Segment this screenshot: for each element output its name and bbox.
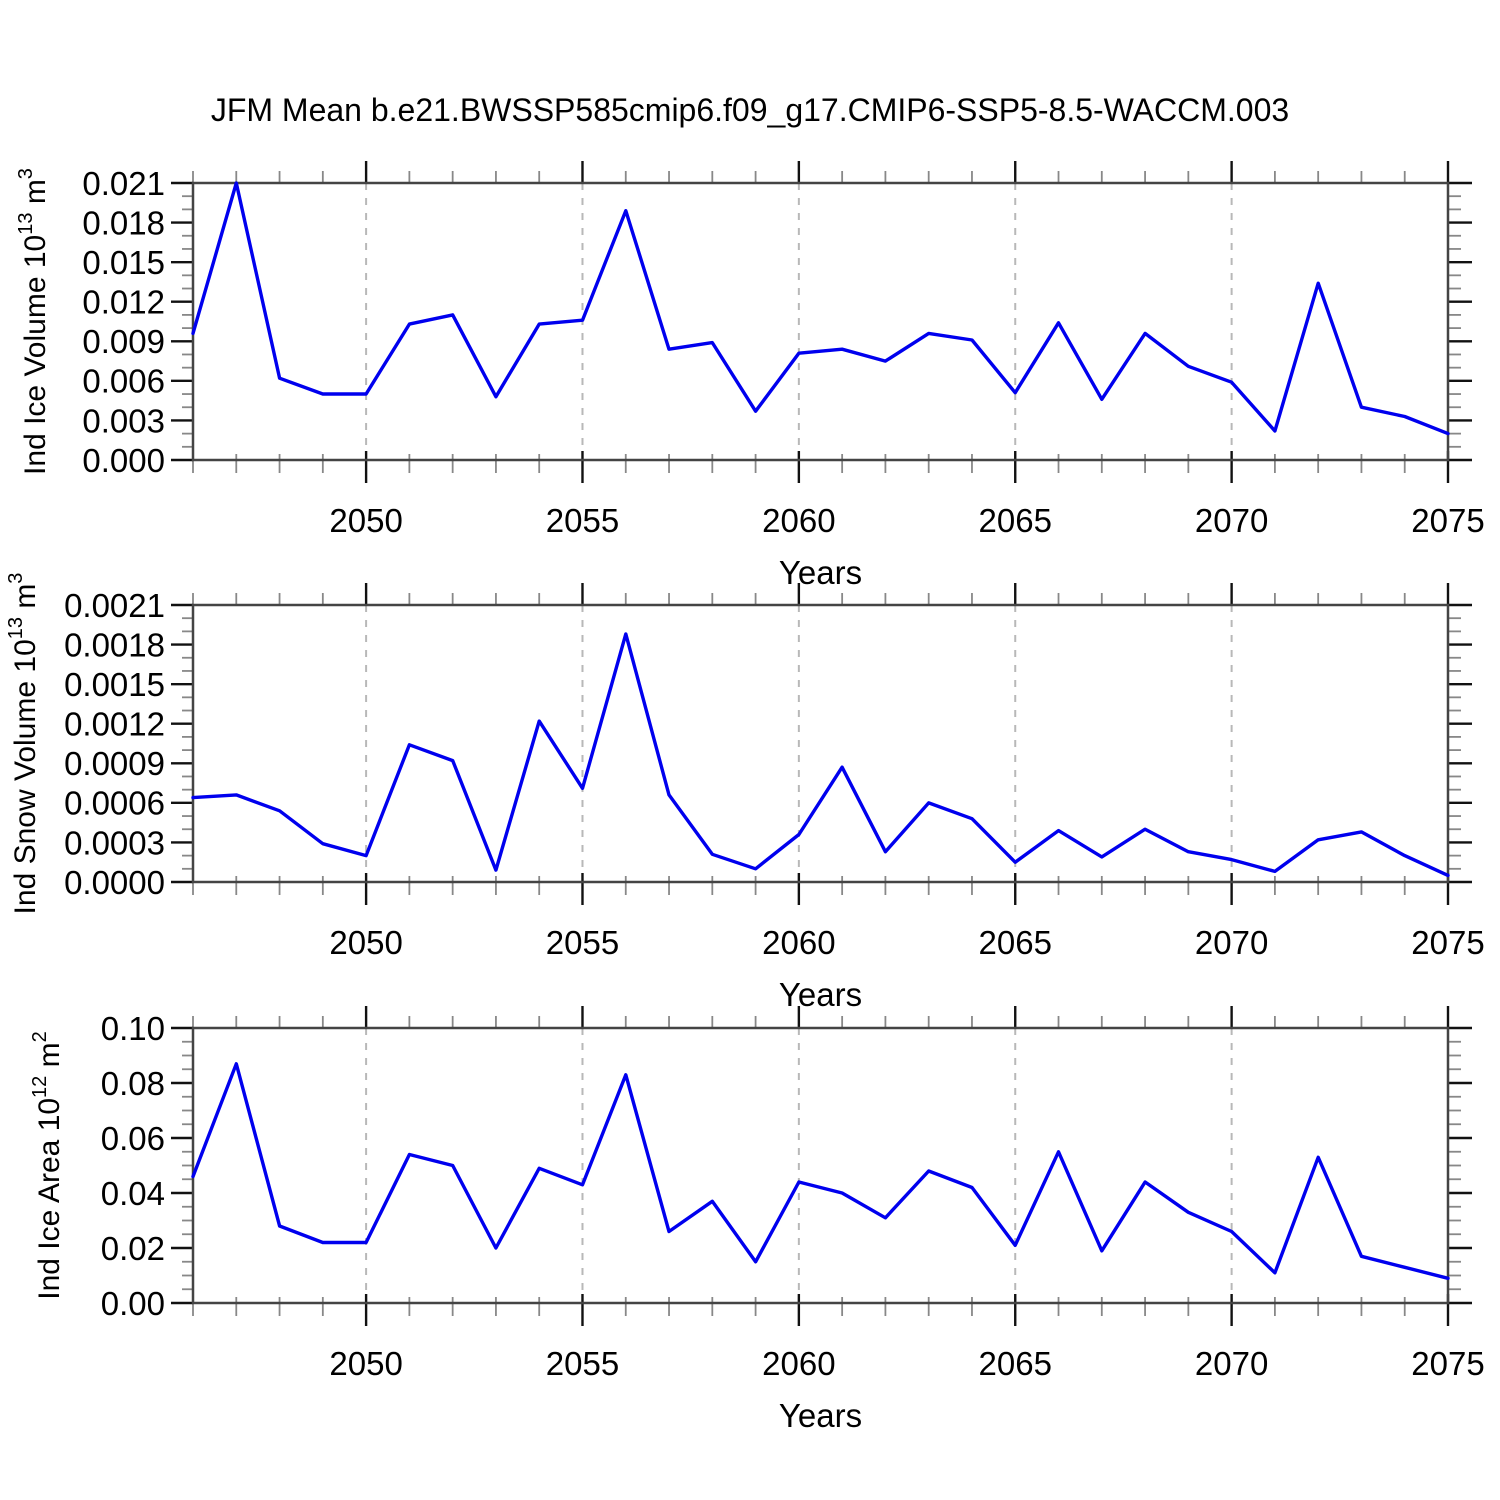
snow-volume-line (191, 632, 1450, 878)
ice-volume-line (191, 181, 1450, 436)
svg-text:2055: 2055 (546, 924, 619, 961)
svg-text:2075: 2075 (1411, 502, 1484, 539)
svg-text:0.0009: 0.0009 (64, 745, 165, 782)
snow-volume-frame (191, 603, 1450, 884)
svg-text:0.08: 0.08 (101, 1065, 165, 1102)
snow-volume-ytick-labels: 0.00000.00030.00060.00090.00120.00150.00… (64, 587, 165, 901)
svg-text:2050: 2050 (329, 1345, 402, 1382)
svg-text:2050: 2050 (329, 924, 402, 961)
svg-text:0.006: 0.006 (82, 363, 165, 400)
snow-volume-xtick-labels: 2050 2055 2060 2065 2070 2075 (329, 924, 1484, 961)
svg-text:2050: 2050 (329, 502, 402, 539)
ice-volume-xaxis-label: Years (779, 554, 862, 591)
svg-text:0.003: 0.003 (82, 402, 165, 439)
ice-area-line (191, 1062, 1450, 1281)
svg-text:2065: 2065 (979, 924, 1052, 961)
ice-area-xaxis-label: Years (779, 1397, 862, 1434)
svg-text:0.018: 0.018 (82, 204, 165, 241)
svg-text:2055: 2055 (546, 502, 619, 539)
svg-text:0.000: 0.000 (82, 442, 165, 479)
svg-text:2060: 2060 (762, 924, 835, 961)
svg-text:2065: 2065 (979, 502, 1052, 539)
ice-area-xtick-labels: 2050 2055 2060 2065 2070 2075 (329, 1345, 1484, 1382)
ice-volume-plot: 0.0000.0030.0060.0090.0120.0150.0180.021… (15, 161, 1485, 591)
svg-text:0.009: 0.009 (82, 323, 165, 360)
svg-text:0.021: 0.021 (82, 165, 165, 202)
svg-text:2065: 2065 (979, 1345, 1052, 1382)
svg-text:0.0012: 0.0012 (64, 706, 165, 743)
ice-volume-frame (191, 181, 1450, 462)
svg-text:2060: 2060 (762, 1345, 835, 1382)
svg-text:0.00: 0.00 (101, 1285, 165, 1322)
ice-area-frame (191, 1026, 1450, 1305)
svg-text:0.015: 0.015 (82, 244, 165, 281)
svg-text:0.012: 0.012 (82, 284, 165, 321)
snow-volume-plot: 0.00000.00030.00060.00090.00120.00150.00… (5, 573, 1485, 1013)
ice-area-ytick-labels: 0.00 0.02 0.04 0.06 0.08 0.10 (101, 1010, 165, 1322)
svg-text:2075: 2075 (1411, 1345, 1484, 1382)
svg-text:0.04: 0.04 (101, 1175, 165, 1212)
svg-text:2070: 2070 (1195, 924, 1268, 961)
snow-volume-xaxis-label: Years (779, 976, 862, 1013)
svg-text:2070: 2070 (1195, 502, 1268, 539)
snow-volume-yaxis-label: Ind Snow Volume 1013 m3 (5, 573, 42, 915)
svg-text:2060: 2060 (762, 502, 835, 539)
ice-area-plot: 0.00 0.02 0.04 0.06 0.08 0.10 2050 2055 2060 2065… (29, 1006, 1485, 1434)
ice-volume-yaxis-label: Ind Ice Volume 1013 m3 (15, 168, 52, 475)
svg-text:0.0000: 0.0000 (64, 864, 165, 901)
ice-volume-gridlines (365, 183, 1233, 460)
svg-text:0.0015: 0.0015 (64, 666, 165, 703)
svg-text:0.10: 0.10 (101, 1010, 165, 1047)
chart-title: JFM Mean b.e21.BWSSP585cmip6.f09_g17.CMI… (210, 92, 1290, 128)
svg-text:2070: 2070 (1195, 1345, 1268, 1382)
svg-text:0.0003: 0.0003 (64, 824, 165, 861)
svg-text:0.0021: 0.0021 (64, 587, 165, 624)
svg-text:2075: 2075 (1411, 924, 1484, 961)
svg-text:2055: 2055 (546, 1345, 619, 1382)
svg-text:0.06: 0.06 (101, 1120, 165, 1157)
snow-volume-gridlines (365, 605, 1233, 882)
svg-text:0.0006: 0.0006 (64, 785, 165, 822)
ice-area-gridlines (365, 1028, 1233, 1303)
svg-text:0.02: 0.02 (101, 1230, 165, 1267)
ice-area-yaxis-label: Ind Ice Area 1012 m2 (29, 1031, 66, 1300)
svg-text:0.0018: 0.0018 (64, 626, 165, 663)
ice-volume-xtick-labels: 2050 2055 2060 2065 2070 2075 (329, 502, 1484, 539)
